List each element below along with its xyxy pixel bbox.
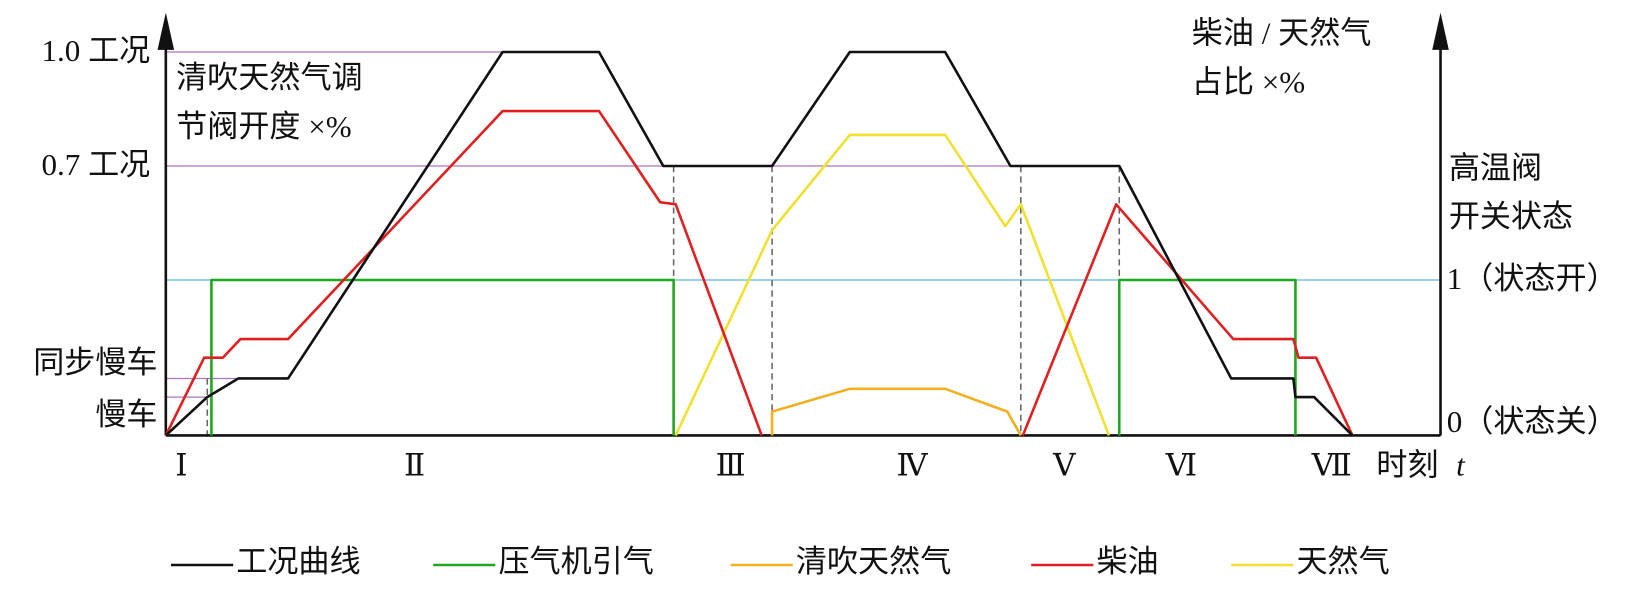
stage-label: Ⅳ — [896, 448, 928, 483]
stage-label: Ⅰ — [175, 448, 187, 483]
legend-label: 压气机引气 — [498, 544, 653, 579]
time-symbol: t — [1456, 448, 1466, 483]
level-label: 1.0 工况 — [41, 33, 150, 68]
stage-label: Ⅶ — [1311, 448, 1352, 483]
stage-label: Ⅱ — [404, 448, 425, 483]
legend-label: 天然气 — [1296, 544, 1389, 579]
axes — [157, 12, 1449, 437]
legend-label: 工况曲线 — [236, 544, 360, 579]
legend-label: 清吹天然气 — [796, 544, 951, 579]
axis-title: 开关状态 — [1449, 199, 1573, 234]
state-label: 1（状态开） — [1447, 261, 1618, 296]
labels: 1.0 工况 0.7 工况 同步慢车 慢车 清吹天然气调 节阀开度 ×% 柴油 … — [33, 16, 1617, 483]
level-label: 同步慢车 — [33, 345, 157, 380]
stage-label: Ⅲ — [716, 448, 746, 483]
level-label: 0.7 工况 — [41, 147, 150, 182]
legend: 工况曲线 压气机引气 清吹天然气 柴油 天然气 — [170, 544, 1390, 579]
axis-title: 清吹天然气调 — [176, 60, 362, 95]
axis-title: 节阀开度 ×% — [176, 109, 352, 144]
stage-label: Ⅴ — [1052, 448, 1076, 483]
time-label: 时刻 — [1376, 448, 1438, 483]
level-label: 慢车 — [95, 397, 157, 432]
axis-title: 占比 ×% — [1192, 64, 1305, 99]
legend-label: 柴油 — [1096, 544, 1158, 579]
stage-label: Ⅵ — [1165, 448, 1197, 483]
curves — [164, 50, 1354, 437]
axis-title: 高温阀 — [1449, 150, 1542, 185]
axis-title: 柴油 / 天然气 — [1192, 16, 1372, 51]
state-label: 0（状态关） — [1447, 404, 1618, 439]
